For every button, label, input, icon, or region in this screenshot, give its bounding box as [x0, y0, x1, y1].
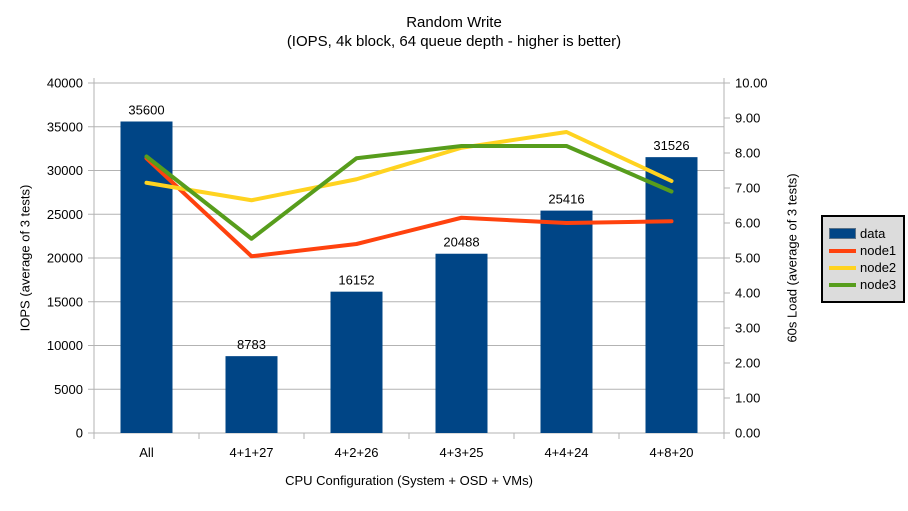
legend-item-node2: node2	[829, 260, 897, 275]
chart-title-line1: Random Write	[406, 14, 502, 31]
chart-title-line2: (IOPS, 4k block, 64 queue depth - higher…	[286, 33, 622, 50]
bar-label: 31526	[653, 138, 689, 153]
x-axis-title: CPU Configuration (System + OSD + VMs)	[285, 473, 533, 488]
legend-box-swatch	[829, 228, 856, 239]
right-axis-tick-label: 10.00	[735, 76, 768, 91]
legend-line-swatch	[829, 282, 856, 287]
right-axis-tick-label: 7.00	[735, 181, 760, 196]
line-node1	[144, 156, 674, 259]
bar-label: 20488	[443, 235, 479, 250]
right-axis-title: 60s Load (average of 3 tests)	[784, 173, 800, 343]
right-axis-tick-label: 3.00	[735, 321, 760, 336]
left-axis-tick-label: 0	[76, 426, 83, 441]
bar-4+8+20	[645, 157, 698, 433]
bar-4+1+27	[225, 356, 278, 433]
x-axis-category-label: 4+3+25	[439, 445, 483, 460]
left-axis-tick-label: 25000	[47, 207, 83, 222]
right-axis-tick-label: 1.00	[735, 391, 760, 406]
bar-label: 8783	[237, 337, 266, 352]
legend-label: node3	[860, 277, 897, 292]
bar-label: 25416	[548, 192, 584, 207]
right-axis-tick-label: 0.00	[735, 426, 760, 441]
right-axis-tick-label: 5.00	[735, 251, 760, 266]
right-axis-tick-label: 9.00	[735, 111, 760, 126]
bar-4+2+26	[330, 291, 383, 433]
right-axis-tick-label: 6.00	[735, 216, 760, 231]
left-axis-tick-label: 35000	[47, 119, 83, 134]
legend-label: node1	[860, 243, 897, 258]
left-axis-tick-label: 30000	[47, 163, 83, 178]
bar-label: 35600	[128, 103, 164, 118]
x-axis-category-label: 4+4+24	[544, 445, 588, 460]
bar-label: 16152	[338, 273, 374, 288]
x-axis-category-label: 4+2+26	[334, 445, 378, 460]
left-axis-title: IOPS (average of 3 tests)	[17, 184, 33, 332]
left-axis-tick-label: 40000	[47, 76, 83, 91]
x-axis-category-label: 4+8+20	[649, 445, 693, 460]
left-axis-tick-label: 20000	[47, 251, 83, 266]
legend: data node1 node2 node3	[821, 215, 905, 303]
right-axis-tick-label: 8.00	[735, 146, 760, 161]
line-node3	[144, 144, 674, 241]
right-axis-tick-label: 2.00	[735, 356, 760, 371]
left-axis-tick-label: 15000	[47, 294, 83, 309]
legend-item-node1: node1	[829, 243, 897, 258]
right-axis-tick-label: 4.00	[735, 286, 760, 301]
left-axis-tick-label: 10000	[47, 338, 83, 353]
chart-title: Random Write (IOPS, 4k block, 64 queue d…	[0, 13, 908, 51]
legend-line-swatch	[829, 248, 856, 253]
legend-label: node2	[860, 260, 897, 275]
x-axis-category-label: 4+1+27	[229, 445, 273, 460]
bar-4+3+25	[435, 253, 488, 433]
legend-line-swatch	[829, 265, 856, 270]
legend-item-data: data	[829, 226, 897, 241]
bar-4+4+24	[540, 210, 593, 433]
legend-item-node3: node3	[829, 277, 897, 292]
line-node2	[144, 130, 674, 203]
legend-label: data	[860, 226, 886, 241]
x-axis-category-label: All	[139, 445, 154, 460]
left-axis-tick-label: 5000	[54, 382, 83, 397]
